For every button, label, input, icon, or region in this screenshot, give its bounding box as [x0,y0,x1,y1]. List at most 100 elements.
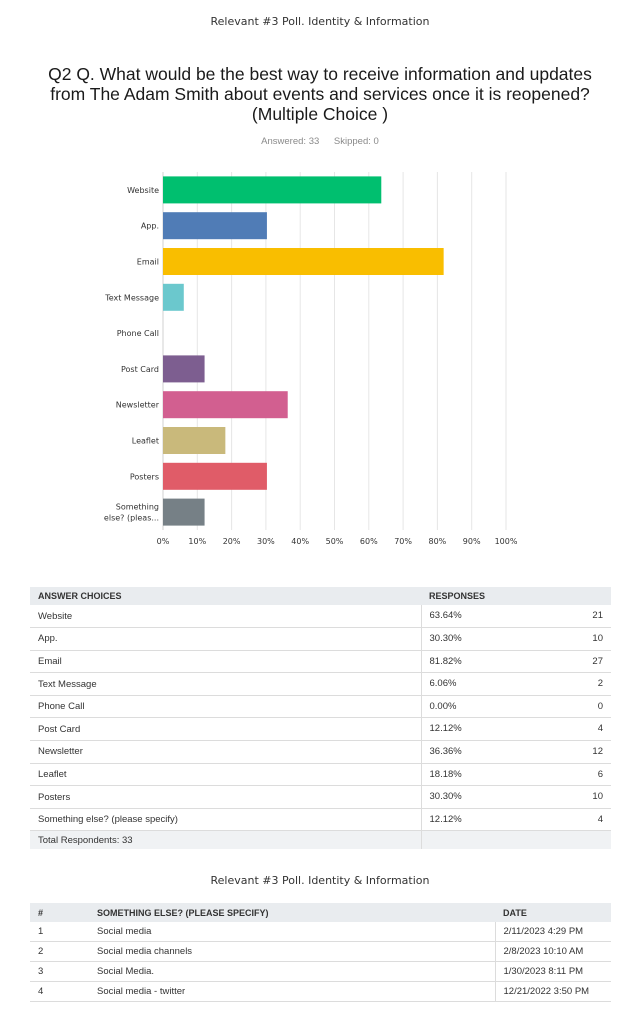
section-header-title: Relevant #3 Poll. Identity & Information [210,874,430,887]
response-number: 3 [30,961,89,982]
answer-choice: Something else? (please specify) [30,808,421,832]
answer-percent: 0.00% [420,695,544,719]
responses-header: RESPONSES [421,587,611,605]
total-row: Total Respondents: 33 [30,830,611,849]
answer-row: Leaflet 18.18% 6 [30,763,611,787]
answer-percent: 12.12% [420,717,544,742]
x-tick-label: 20% [223,537,241,546]
other-responses-table: # SOMETHING ELSE? (PLEASE SPECIFY) DATE … [30,903,611,1002]
category-label: Text Message [104,293,159,302]
answer-row: Text Message 6.06% 2 [30,672,611,696]
category-label: Leaflet [132,437,159,446]
total-blank [420,830,611,849]
category-label: Website [127,186,159,195]
answer-choice: Post Card [30,717,421,742]
answer-percent: 36.36% [420,740,544,764]
answer-row: Post Card 12.12% 4 [30,717,611,742]
other-response-row: 2 Social media channels 2/8/2023 10:10 AM [30,941,611,963]
answer-choice: Text Message [30,672,421,696]
answer-row: Phone Call 0.00% 0 [30,695,611,719]
other-response-row: 3 Social Media. 1/30/2023 8:11 PM [30,961,611,982]
response-stats: Answered: 33 Skipped: 0 [0,136,640,147]
answer-percent: 81.82% [420,650,544,674]
bar [163,176,382,204]
date-header: DATE [495,903,611,922]
answer-choices-header: ANSWER CHOICES [30,587,421,605]
answer-count: 6 [543,763,611,787]
response-date: 2/8/2023 10:10 AM [494,941,611,963]
response-date: 12/21/2022 3:50 PM [494,981,611,1002]
x-tick-label: 100% [495,537,518,546]
answer-choice: App. [30,627,421,651]
answer-choice: Email [30,650,421,674]
answer-choice: Posters [30,785,421,809]
answer-row: Posters 30.30% 10 [30,785,611,809]
bar [163,391,288,419]
answer-row: Something else? (please specify) 12.12% 4 [30,808,611,832]
x-tick-label: 60% [360,537,378,546]
bar [163,212,267,240]
bar [163,427,226,454]
answer-count: 2 [543,672,611,696]
response-text: Social media [89,922,495,943]
category-label: Post Card [121,365,159,374]
x-tick-label: 80% [429,537,447,546]
category-label: Something [116,503,159,512]
bar [163,283,184,311]
answer-count: 4 [543,717,611,742]
answer-row: Website 63.64% 21 [30,605,611,629]
response-date: 1/30/2023 8:11 PM [494,961,611,982]
answer-percent: 12.12% [420,808,544,832]
answer-row: Newsletter 36.36% 12 [30,740,611,764]
category-label: App. [141,222,159,231]
response-text: Social Media. [89,961,495,982]
x-tick-label: 70% [394,537,412,546]
question-text: Q2 Q. What would be the best way to rece… [48,64,592,124]
total-respondents: Total Respondents: 33 [30,830,421,849]
answer-count: 10 [543,627,611,651]
bar [163,355,205,383]
skipped-count: Skipped: 0 [333,136,379,147]
other-response-row: 4 Social media - twitter 12/21/2022 3:50 P… [30,981,611,1002]
category-label: Phone Call [117,329,159,338]
response-number: 1 [30,922,89,943]
answer-count: 21 [543,605,611,629]
answer-count: 0 [543,695,611,719]
answer-choice: Leaflet [30,763,421,787]
response-number: 4 [30,981,89,1002]
response-number: 2 [30,941,89,963]
bar [163,248,444,275]
other-response-row: 1 Social media 2/11/2023 4:29 PM [30,922,611,943]
number-header: # [30,903,89,922]
response-text: Social media channels [89,941,495,963]
x-tick-label: 30% [257,537,275,546]
answer-choice: Phone Call [30,695,421,719]
x-tick-label: 50% [326,537,344,546]
answer-percent: 30.30% [420,785,544,809]
answer-percent: 18.18% [420,763,544,787]
answer-count: 27 [543,650,611,674]
answer-count: 10 [543,785,611,809]
answered-count: Answered: 33 [261,136,320,147]
response-date: 2/11/2023 4:29 PM [494,922,611,943]
x-tick-label: 10% [188,537,206,546]
answer-choices-table: ANSWER CHOICES RESPONSES Website 63.64% 21… [30,587,611,849]
bar [163,498,205,526]
bar-chart: Website App. Email Text Message Phone Call Po… [104,172,518,546]
category-label: Posters [130,472,159,481]
category-label: Newsletter [116,401,160,410]
answers-header-row: ANSWER CHOICES RESPONSES [30,587,611,605]
answer-percent: 6.06% [420,672,544,696]
answer-row: Email 81.82% 27 [30,650,611,674]
category-label: else? (pleas... [104,514,159,523]
category-label: Email [137,258,159,267]
bar [163,462,267,490]
others-header-row: # SOMETHING ELSE? (PLEASE SPECIFY) DATE [30,903,611,922]
x-tick-label: 40% [291,537,309,546]
response-text: Social media - twitter [89,981,495,1002]
answer-percent: 30.30% [420,627,544,651]
answer-count: 12 [543,740,611,764]
response-text-header: SOMETHING ELSE? (PLEASE SPECIFY) [89,903,495,922]
page-header-title: Relevant #3 Poll. Identity & Information [210,15,430,28]
answer-percent: 63.64% [420,605,544,629]
